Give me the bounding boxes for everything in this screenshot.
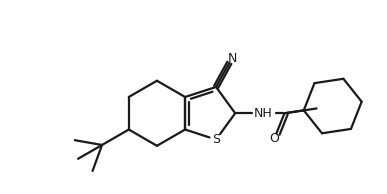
Text: O: O bbox=[269, 132, 279, 145]
Text: NH: NH bbox=[253, 107, 272, 120]
Text: N: N bbox=[227, 52, 237, 65]
Text: S: S bbox=[212, 133, 220, 146]
